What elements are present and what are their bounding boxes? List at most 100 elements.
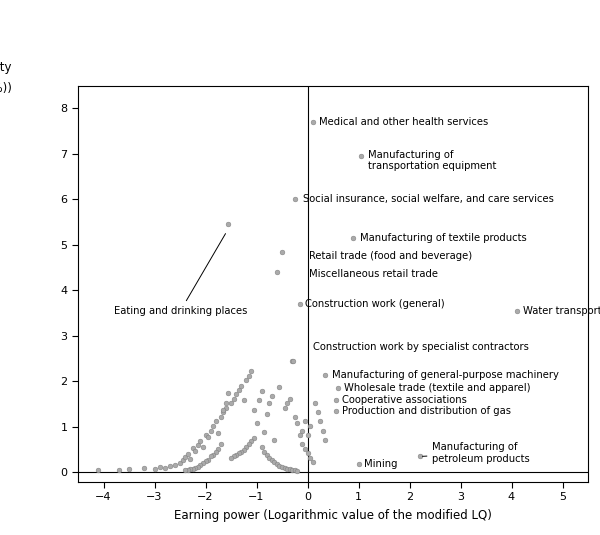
Point xyxy=(262,410,271,418)
Point xyxy=(244,440,254,448)
Point xyxy=(257,387,266,396)
Point xyxy=(175,458,185,467)
Point xyxy=(415,452,425,461)
Point xyxy=(277,247,287,256)
Point xyxy=(139,464,149,472)
Point xyxy=(305,454,315,462)
Point xyxy=(178,456,187,464)
Point xyxy=(232,390,241,399)
Point xyxy=(229,452,238,461)
Point xyxy=(221,399,230,408)
Point xyxy=(211,417,221,426)
Point xyxy=(316,417,325,426)
Point xyxy=(216,440,226,448)
Point xyxy=(293,419,302,427)
Point xyxy=(308,118,317,126)
Point xyxy=(191,447,200,455)
Point xyxy=(241,443,251,452)
Point xyxy=(259,428,269,437)
Point xyxy=(269,458,279,467)
Point xyxy=(226,399,236,408)
Point xyxy=(295,300,305,308)
Point xyxy=(287,465,297,474)
Point xyxy=(236,448,246,456)
Text: Manufacturing of textile products: Manufacturing of textile products xyxy=(359,233,526,243)
Point xyxy=(155,463,164,472)
Text: Manufacturing of
transportation equipment: Manufacturing of transportation equipmen… xyxy=(368,150,496,172)
Point xyxy=(267,392,277,400)
Point xyxy=(224,220,233,228)
Point xyxy=(259,448,269,456)
Point xyxy=(252,419,262,427)
Point xyxy=(265,399,274,408)
Point xyxy=(94,466,103,475)
Point xyxy=(218,408,228,417)
Text: Employment capacity: Employment capacity xyxy=(0,61,12,74)
Text: Eating and drinking places: Eating and drinking places xyxy=(114,234,247,316)
Point xyxy=(206,427,215,435)
Point xyxy=(183,465,193,474)
Point xyxy=(214,429,223,438)
Text: Retail trade (food and beverage): Retail trade (food and beverage) xyxy=(308,251,472,261)
Text: Miscellaneous retail trade: Miscellaneous retail trade xyxy=(308,270,437,279)
Point xyxy=(283,399,292,408)
Point xyxy=(269,435,279,444)
Point xyxy=(277,463,287,471)
Point xyxy=(254,396,264,405)
Point xyxy=(290,412,299,421)
Point xyxy=(331,407,340,415)
Point xyxy=(208,422,218,430)
Text: Manufacturing of
petroleum products: Manufacturing of petroleum products xyxy=(422,442,530,464)
Text: Water transport: Water transport xyxy=(523,306,600,316)
Point xyxy=(280,463,289,472)
Point xyxy=(298,440,307,448)
Point xyxy=(295,431,305,439)
Point xyxy=(218,406,228,414)
Point xyxy=(334,384,343,393)
Point xyxy=(114,465,124,474)
Point xyxy=(305,422,315,430)
Point xyxy=(214,445,223,453)
Point xyxy=(160,464,170,472)
Point xyxy=(124,464,134,473)
Point xyxy=(234,449,244,457)
Point xyxy=(165,462,175,470)
Point xyxy=(320,370,330,379)
Point xyxy=(208,451,218,460)
X-axis label: Earning power (Logarithmic value of the modified LQ): Earning power (Logarithmic value of the … xyxy=(174,509,492,522)
Point xyxy=(300,417,310,426)
Point xyxy=(285,465,295,473)
Point xyxy=(354,460,364,469)
Text: Production and distribution of gas: Production and distribution of gas xyxy=(342,406,511,416)
Point xyxy=(216,412,226,421)
Point xyxy=(356,152,366,160)
Point xyxy=(183,449,193,458)
Text: Wholesale trade (textile and apparel): Wholesale trade (textile and apparel) xyxy=(344,383,531,393)
Point xyxy=(193,441,203,449)
Point xyxy=(196,437,205,446)
Point xyxy=(289,357,298,365)
Text: Construction work by specialist contractors: Construction work by specialist contract… xyxy=(313,342,529,352)
Point xyxy=(185,455,195,463)
Point xyxy=(320,435,330,444)
Point xyxy=(308,458,317,467)
Text: Cooperative associations: Cooperative associations xyxy=(342,395,467,404)
Text: Manufacturing of general-purpose machinery: Manufacturing of general-purpose machine… xyxy=(332,370,559,379)
Point xyxy=(198,442,208,451)
Point xyxy=(249,434,259,442)
Point xyxy=(236,381,246,390)
Text: Social insurance, social welfare, and care services: Social insurance, social welfare, and ca… xyxy=(304,194,554,204)
Point xyxy=(181,453,190,461)
Text: (Industry's share of local employment (%)): (Industry's share of local employment (%… xyxy=(0,82,12,96)
Point xyxy=(150,465,160,473)
Point xyxy=(512,307,521,315)
Point xyxy=(241,376,251,385)
Text: Construction work (general): Construction work (general) xyxy=(305,299,445,309)
Point xyxy=(275,383,284,391)
Point xyxy=(290,466,299,475)
Point xyxy=(188,444,197,453)
Point xyxy=(310,399,320,408)
Point xyxy=(265,454,274,462)
Point xyxy=(303,449,313,457)
Point xyxy=(203,433,213,441)
